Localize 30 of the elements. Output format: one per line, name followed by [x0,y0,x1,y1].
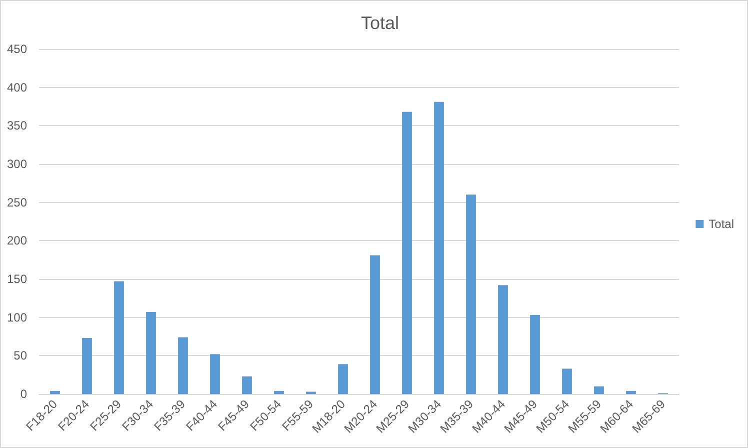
bar [530,315,540,394]
bar [114,281,124,394]
chart-title: Total [360,13,400,33]
y-tick-label: 250 [6,195,28,210]
bar [498,285,508,394]
legend-label: Total [708,217,734,231]
bar [338,364,348,394]
y-tick-label: 50 [14,348,28,363]
bar [370,255,380,394]
y-tick-label: 300 [6,157,28,171]
bar [562,368,572,394]
y-tick-label: 200 [6,234,28,248]
bar [594,386,604,394]
bar [466,194,476,394]
bar [402,112,412,394]
bar [434,102,444,394]
bar [146,312,156,394]
bar [50,390,60,394]
y-tick-label: 0 [20,387,28,401]
bar [626,390,636,394]
bar [210,354,220,394]
y-tick-label: 400 [6,80,28,94]
y-tick-label: 450 [6,42,28,56]
bar [178,337,188,394]
y-tick-label: 350 [6,118,28,133]
bar [274,390,284,394]
bar [242,376,252,394]
y-tick-label: 100 [6,310,28,324]
bar [82,338,92,394]
y-tick-label: 150 [6,272,28,286]
